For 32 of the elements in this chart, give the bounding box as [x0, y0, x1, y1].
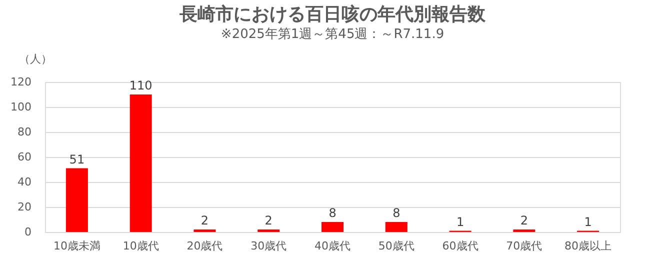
- data-label: 1: [456, 214, 464, 229]
- bar: [66, 168, 88, 232]
- data-label: 2: [520, 214, 528, 228]
- chart-title: 長崎市における百日咳の年代別報告数: [178, 4, 486, 25]
- y-tick-label: 80: [18, 126, 32, 138]
- x-tick-label: 80歳以上: [564, 240, 612, 252]
- data-label: 8: [328, 206, 336, 220]
- bar: [385, 222, 408, 232]
- data-label: 8: [392, 206, 400, 220]
- y-tick-label: 100: [10, 100, 32, 114]
- y-tick-label: 120: [10, 76, 32, 88]
- x-tick-label: 10歳未満: [53, 240, 100, 252]
- x-tick-label: 60歳代: [442, 240, 478, 252]
- y-tick-label: 60: [18, 150, 32, 164]
- x-tick-label: 70歳代: [506, 240, 542, 252]
- x-tick-label: 10歳代: [122, 240, 159, 252]
- x-tick-label: 20歳代: [186, 240, 223, 252]
- bar: [322, 222, 344, 232]
- bar: [130, 94, 152, 232]
- data-label: 1: [584, 214, 592, 229]
- y-tick-label: 20: [18, 200, 32, 214]
- chart-subtitle: ※2025年第1週～第45週：～R7.11.9: [220, 27, 444, 42]
- y-tick-label: 40: [18, 176, 32, 188]
- data-label: 2: [200, 214, 209, 228]
- data-label: 110: [129, 78, 152, 92]
- data-label: 51: [69, 152, 85, 166]
- y-tick-label: 0: [24, 226, 32, 238]
- x-tick-label: 30歳代: [250, 240, 287, 252]
- x-tick-label: 50歳代: [378, 240, 414, 252]
- y-axis-title: （人）: [19, 52, 52, 66]
- x-tick-label: 40歳代: [314, 240, 350, 252]
- data-label: 2: [264, 214, 272, 228]
